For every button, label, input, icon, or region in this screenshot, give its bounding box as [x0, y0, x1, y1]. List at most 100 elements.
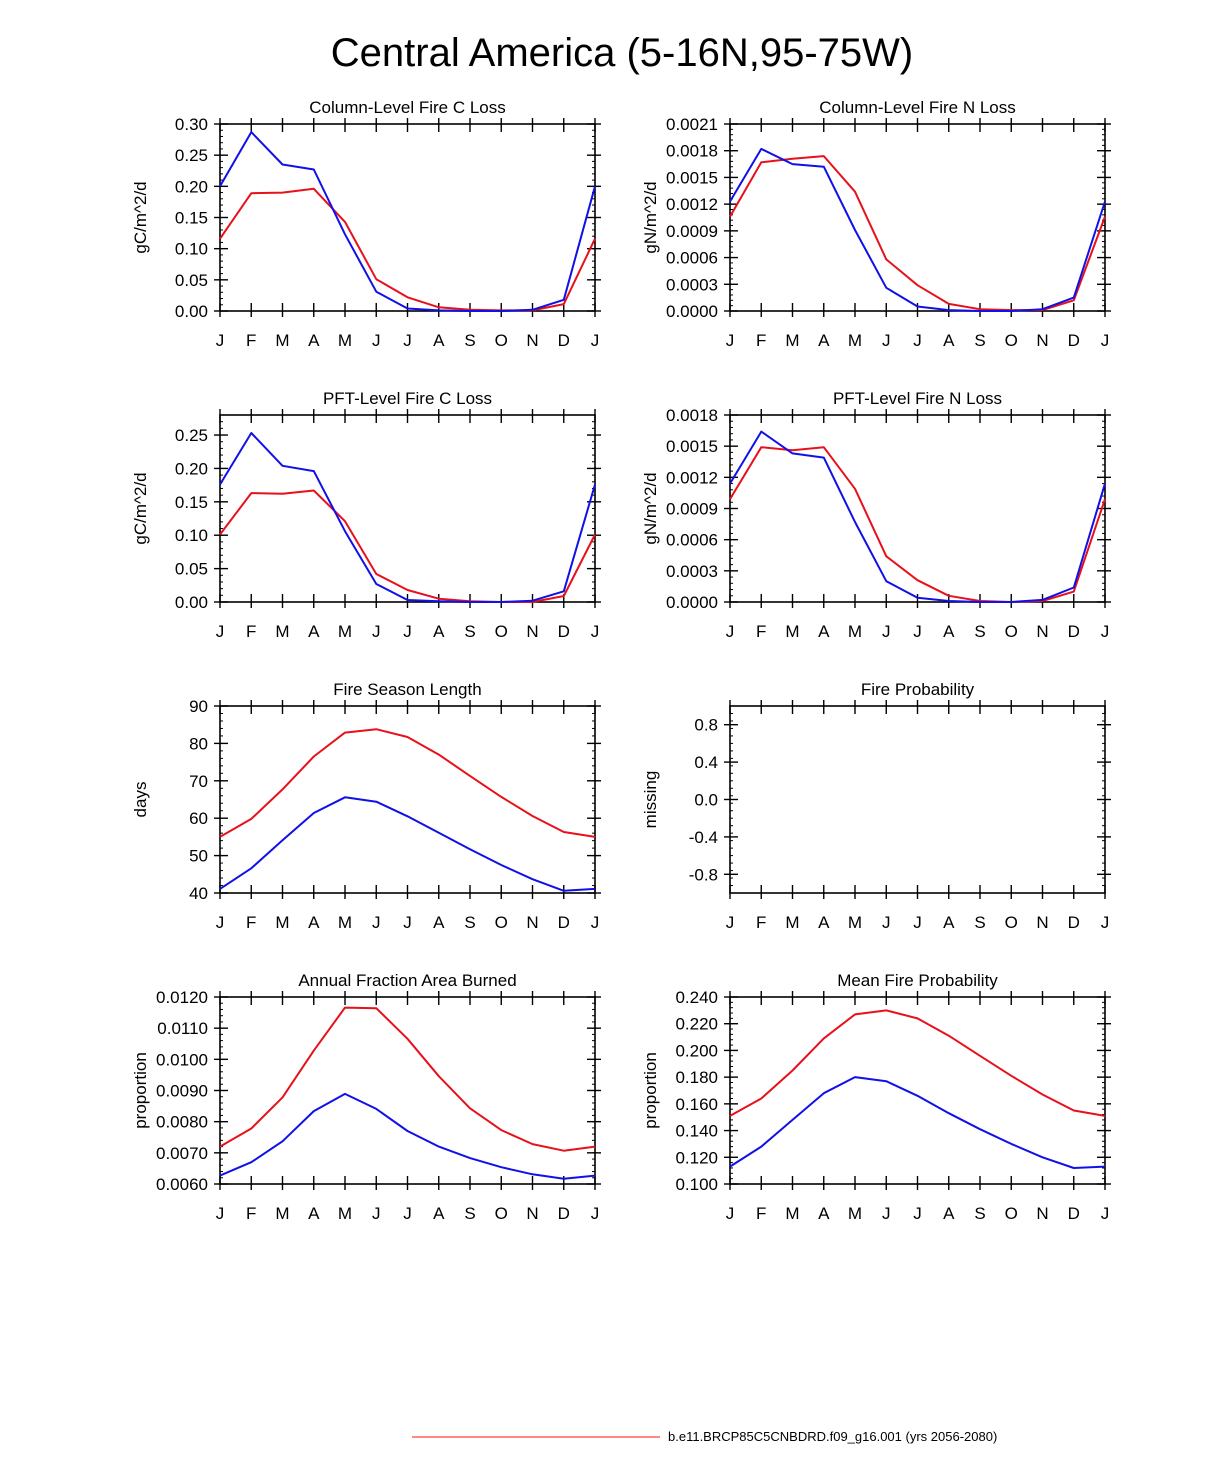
- x-tick-label: J: [372, 913, 381, 932]
- y-tick-label: 0.0009: [666, 500, 718, 519]
- plot-frame: [219, 123, 596, 312]
- x-tick-label: A: [818, 331, 830, 350]
- x-tick-label: O: [495, 913, 508, 932]
- chart-panel-1: Column-Level Fire C Loss gC/m^2/d 0.00 0.05…: [131, 98, 601, 350]
- y-tick-label: 0.30: [175, 115, 208, 134]
- x-tick-label: J: [913, 331, 922, 350]
- x-tick-label: S: [464, 331, 475, 350]
- y-tick-label: 0.0110: [157, 1019, 208, 1038]
- x-tick-label: J: [372, 1204, 381, 1223]
- chart-title: Mean Fire Probability: [837, 971, 998, 990]
- y-tick-label: -0.4: [689, 828, 718, 847]
- x-tick-label: A: [433, 331, 445, 350]
- x-tick-label: N: [1036, 331, 1048, 350]
- x-tick-label: M: [338, 331, 352, 350]
- x-tick-label: J: [403, 913, 412, 932]
- chart-panel-7: Annual Fraction Area Burned proportion 0.0…: [131, 971, 601, 1223]
- x-tick-label: J: [591, 622, 600, 641]
- x-tick-label: O: [495, 331, 508, 350]
- legend-label: b.e11.BRCP85C5CNBDRD.f09_g16.001 (yrs 20…: [668, 1429, 997, 1444]
- x-tick-label: A: [943, 1204, 955, 1223]
- x-tick-label: M: [338, 622, 352, 641]
- series-line-blue: [219, 432, 596, 603]
- y-tick-label: 0.15: [175, 209, 208, 228]
- x-tick-label: O: [1005, 1204, 1018, 1223]
- x-tick-label: J: [913, 913, 922, 932]
- y-tick-label: 0.15: [175, 493, 208, 512]
- series-line-red: [219, 1006, 596, 1152]
- y-tick-label: 0.0015: [666, 168, 718, 187]
- x-tick-label: D: [558, 331, 570, 350]
- y-tick-label: 0.160: [675, 1095, 718, 1114]
- x-tick-label: M: [275, 1204, 289, 1223]
- x-tick-label: O: [495, 622, 508, 641]
- x-tick-label: J: [216, 622, 225, 641]
- y-tick-label: 60: [189, 809, 208, 828]
- x-tick-label: A: [943, 913, 955, 932]
- plot-frame: [729, 705, 1106, 894]
- y-tick-label: 0.0120: [156, 988, 208, 1007]
- x-tick-label: J: [882, 1204, 891, 1223]
- panels: Column-Level Fire C LossgC/m^2/d0.000.05…: [131, 98, 1111, 1223]
- x-tick-label: J: [591, 913, 600, 932]
- x-tick-label: J: [1101, 622, 1110, 641]
- x-tick-label: D: [1068, 331, 1080, 350]
- x-tick-label: M: [785, 331, 799, 350]
- x-tick-label: D: [1068, 913, 1080, 932]
- x-tick-label: J: [882, 913, 891, 932]
- x-tick-label: O: [495, 1204, 508, 1223]
- y-tick-label: 0.0000: [666, 302, 718, 321]
- y-tick-label: 0.0018: [666, 142, 718, 161]
- y-axis-label: proportion: [131, 1052, 150, 1129]
- x-tick-label: M: [275, 331, 289, 350]
- x-tick-label: J: [403, 331, 412, 350]
- x-tick-label: J: [882, 622, 891, 641]
- x-tick-label: A: [308, 913, 320, 932]
- x-tick-label: N: [1036, 622, 1048, 641]
- y-tick-label: 70: [189, 772, 208, 791]
- x-tick-label: J: [216, 913, 225, 932]
- chart-panel-4: PFT-Level Fire N Loss gN/m^2/d 0.0000 0.000…: [641, 389, 1111, 641]
- y-tick-label: 0.100: [675, 1175, 718, 1194]
- series-line-red: [729, 1009, 1106, 1117]
- x-tick-label: N: [1036, 1204, 1048, 1223]
- y-tick-label: 0.20: [175, 459, 208, 478]
- x-tick-label: D: [558, 622, 570, 641]
- y-tick-label: 0.00: [175, 302, 208, 321]
- x-tick-label: A: [308, 622, 320, 641]
- series-line-red: [219, 187, 596, 312]
- x-tick-label: O: [1005, 622, 1018, 641]
- x-tick-label: F: [756, 331, 766, 350]
- y-tick-label: 0.240: [675, 988, 718, 1007]
- x-tick-label: A: [433, 622, 445, 641]
- x-tick-label: S: [974, 622, 985, 641]
- y-tick-label: 0.0021: [666, 115, 718, 134]
- x-tick-label: D: [1068, 1204, 1080, 1223]
- chart-title: Annual Fraction Area Burned: [298, 971, 516, 990]
- chart-panel-2: Column-Level Fire N Loss gN/m^2/d 0.0000 0.…: [641, 98, 1111, 350]
- y-tick-label: 0.25: [175, 426, 208, 445]
- y-tick-label: 0.220: [675, 1015, 718, 1034]
- x-tick-label: J: [403, 622, 412, 641]
- chart-title: PFT-Level Fire N Loss: [833, 389, 1002, 408]
- plot-frame: [219, 996, 596, 1185]
- x-tick-label: N: [1036, 913, 1048, 932]
- y-tick-label: 0.0090: [156, 1082, 208, 1101]
- figure-title: Central America (5-16N,95-75W): [331, 31, 913, 75]
- chart-panel-8: Mean Fire Probability proportion 0.100 0.12…: [641, 971, 1111, 1223]
- y-tick-label: 0.0006: [666, 531, 718, 550]
- x-tick-label: M: [848, 1204, 862, 1223]
- x-tick-label: O: [1005, 913, 1018, 932]
- x-tick-label: O: [1005, 331, 1018, 350]
- series-line-red: [219, 489, 596, 603]
- y-tick-label: 0.120: [675, 1148, 718, 1167]
- plot-frame: [219, 705, 596, 894]
- x-tick-label: F: [756, 1204, 766, 1223]
- y-tick-label: 0.0015: [666, 437, 718, 456]
- y-tick-label: -0.8: [689, 865, 718, 884]
- x-tick-label: J: [913, 622, 922, 641]
- series-line-blue: [219, 131, 596, 312]
- x-tick-label: A: [818, 1204, 830, 1223]
